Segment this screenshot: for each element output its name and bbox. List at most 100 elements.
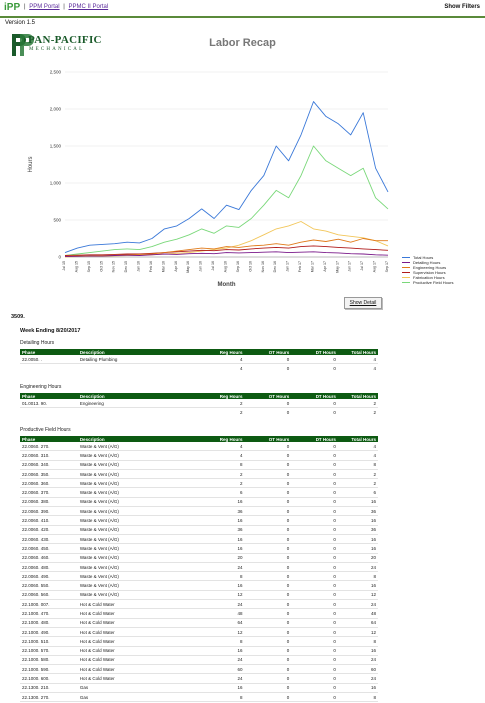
table-cell: 64 — [337, 618, 378, 628]
series-line-detailing-hours — [64, 251, 389, 258]
table-cell: 0 — [244, 553, 292, 563]
column-header[interactable]: Total Hours — [337, 393, 378, 399]
total-cell: 0 — [286, 409, 290, 415]
table-row: 22.0050. . Detailing Plumbing 4 0 0 4 — [20, 355, 378, 365]
table-cell: 8 — [182, 636, 245, 647]
table-cell: 2 — [182, 469, 245, 480]
x-tick-label: Jul 17 — [360, 261, 364, 271]
total-row: 4 0 0 4 — [20, 364, 378, 373]
table-cell: 0 — [291, 553, 338, 563]
table-row: 22.0060. 270. Waste & Vent (A/G) 4 0 0 4 — [20, 442, 378, 452]
legend-item[interactable]: Fabrication Hours — [402, 275, 482, 280]
column-header[interactable]: Total Hours — [337, 349, 378, 355]
table-cell: 0 — [244, 506, 292, 517]
column-header[interactable]: Reg Hours — [182, 349, 245, 355]
table-cell: 22.1000. 470. — [20, 608, 78, 619]
legend-item[interactable]: Engineering Hours — [402, 265, 482, 270]
column-header[interactable]: Phase — [20, 349, 78, 355]
table-cell: 0 — [244, 525, 292, 535]
column-header[interactable]: OT Hours — [244, 349, 292, 355]
table-row: 22.0060. 390. Waste & Vent (A/G) 36 0 0 36 — [20, 506, 378, 517]
table-cell: 0 — [244, 664, 292, 675]
logo-text-name: PAN-PACIFIC — [28, 34, 102, 46]
show-detail-button[interactable]: Show Detail — [344, 297, 382, 309]
total-cell: 4 — [373, 365, 376, 371]
x-tick-label: Jul 16 — [211, 261, 215, 271]
table-row: 22.1000. 480. Hot & Cold Water 64 0 0 64 — [20, 618, 378, 628]
x-tick-label: Mar 17 — [310, 261, 314, 272]
total-cell — [20, 364, 78, 373]
legend-item[interactable]: Supervision Hours — [402, 270, 482, 275]
column-header[interactable]: DT Hours — [291, 349, 338, 355]
table-row: 22.0060. 350. Waste & Vent (A/G) 2 0 0 2 — [20, 469, 378, 480]
table-cell: Waste & Vent (A/G) — [77, 562, 183, 573]
link-ppmc-ii-portal[interactable]: PPMC II Portal — [68, 4, 109, 10]
total-cell: 0 — [333, 409, 336, 415]
table-cell: 22.1000. 480. — [20, 618, 78, 628]
table-cell: 22.1000. 590. — [20, 664, 78, 675]
table-cell: 24 — [182, 673, 245, 684]
table-cell: 24 — [182, 599, 245, 610]
table-row: 22.1000. 570. Hot & Cold Water 16 0 0 16 — [20, 646, 378, 656]
table-cell: 0 — [244, 543, 292, 554]
table-cell: 4 — [337, 450, 378, 461]
table-cell: 22.0060. 340. — [20, 460, 78, 470]
column-header[interactable]: Total Hours — [337, 436, 378, 442]
table-cell: 16 — [182, 515, 245, 526]
x-tick-label: Oct 15 — [99, 261, 103, 272]
column-header[interactable]: Reg Hours — [182, 436, 245, 442]
column-header[interactable]: Description — [77, 393, 183, 399]
column-header[interactable]: DT Hours — [291, 393, 338, 399]
column-header[interactable]: Description — [77, 436, 183, 442]
table-cell: Gas — [77, 692, 183, 703]
legend-item[interactable]: Productive Field Hours — [402, 280, 482, 285]
total-cell: 2 — [373, 409, 376, 415]
table-cell: 22.0060. 310. — [20, 450, 78, 461]
table-cell: 16 — [337, 580, 378, 591]
table-cell: 16 — [337, 543, 378, 554]
table-cell: 22.1000. 570. — [20, 646, 78, 656]
legend-item[interactable]: Detailing Hours — [402, 260, 482, 265]
table-row: 22.1000. 007. Hot & Cold Water 24 0 0 24 — [20, 599, 378, 610]
total-cell: 2 — [240, 409, 243, 415]
table-row: 22.0060. 380. Waste & Vent (A/G) 16 0 0 16 — [20, 497, 378, 508]
table-cell: 8 — [337, 571, 378, 582]
column-header[interactable]: Reg Hours — [182, 393, 245, 399]
table-cell: 0 — [244, 692, 292, 703]
table-cell: 60 — [337, 664, 378, 675]
table-cell: 22.0060. 270. — [20, 442, 78, 452]
x-tick-label: May 17 — [335, 261, 339, 273]
table-cell: 0 — [291, 506, 338, 517]
legend-label: Productive Field Hours — [413, 280, 454, 285]
table-cell: 36 — [182, 525, 245, 535]
column-header[interactable]: Phase — [20, 436, 78, 442]
table-cell: Hot & Cold Water — [77, 618, 183, 628]
show-filters-link[interactable]: Show Filters — [444, 4, 480, 10]
table-cell: 16 — [337, 515, 378, 526]
legend-item[interactable]: Total Hours — [402, 255, 482, 260]
total-cell — [78, 364, 183, 373]
table-cell: 0 — [244, 627, 292, 638]
link-ppm-portal[interactable]: PPM Portal — [29, 4, 60, 10]
table-cell: 22.0060. 420. — [20, 525, 78, 535]
table-cell: 22.0060. 490. — [20, 571, 78, 582]
table-cell: Waste & Vent (A/G) — [77, 590, 183, 601]
column-header[interactable]: OT Hours — [244, 393, 292, 399]
series-line-total-hours — [64, 101, 389, 254]
column-header[interactable]: OT Hours — [244, 436, 292, 442]
table-cell: 8 — [182, 460, 245, 470]
column-header[interactable]: Phase — [20, 393, 78, 399]
table-cell: 16 — [337, 683, 378, 694]
table-cell: 0 — [291, 627, 338, 638]
column-header[interactable]: Description — [77, 349, 183, 355]
column-header[interactable]: DT Hours — [291, 436, 338, 442]
table-row: 01.0013. 90. Engineering 2 0 0 2 — [20, 399, 378, 409]
table-cell: 4 — [182, 450, 245, 461]
legend-label: Detailing Hours — [413, 260, 441, 265]
table-cell: 22.0060. 560. — [20, 590, 78, 601]
table-cell: Hot & Cold Water — [77, 627, 183, 638]
table-row: 22.0060. 310. Waste & Vent (A/G) 4 0 0 4 — [20, 450, 378, 461]
table-cell: 22.1000. 007. — [20, 599, 78, 610]
table-cell: Waste & Vent (A/G) — [77, 460, 183, 470]
table-cell: 36 — [337, 506, 378, 517]
